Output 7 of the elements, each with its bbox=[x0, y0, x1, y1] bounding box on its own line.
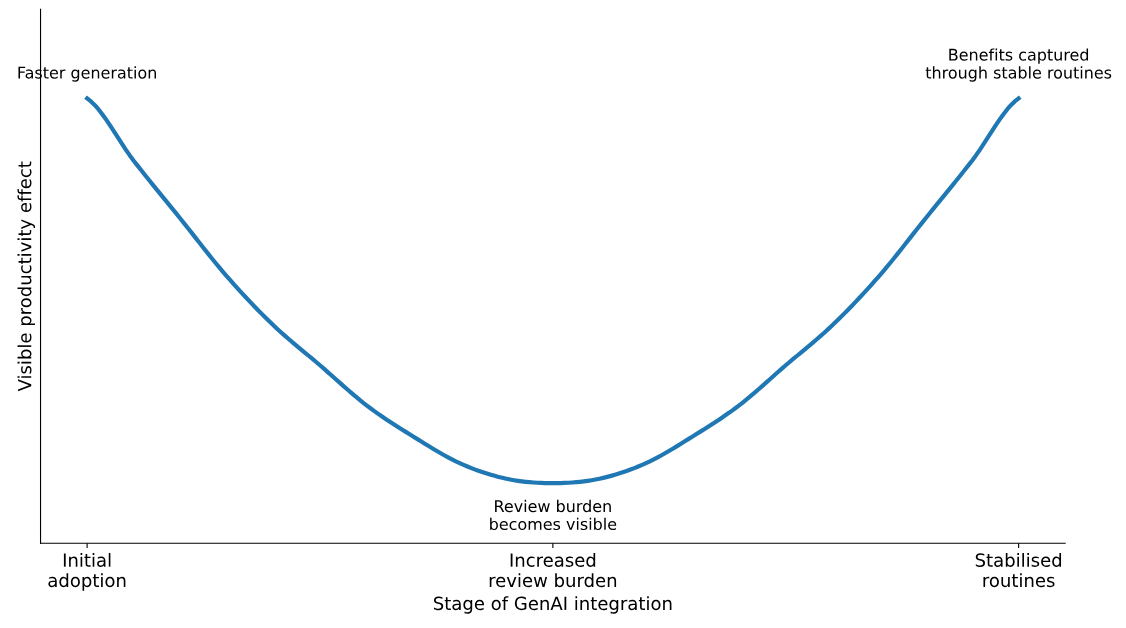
annotation: Benefits captured through stable routines bbox=[925, 48, 1112, 82]
annotation: Review burden becomes visible bbox=[490, 499, 617, 531]
x-tick-label: Stabilised routines bbox=[975, 552, 1062, 588]
x-axis-title: Stage of GenAI integration bbox=[433, 596, 672, 614]
x-tick-label: Increased review burden bbox=[489, 552, 617, 588]
y-axis-title: Visible productivity effect bbox=[17, 161, 35, 392]
x-tick-label: Initial adoption bbox=[48, 552, 126, 591]
